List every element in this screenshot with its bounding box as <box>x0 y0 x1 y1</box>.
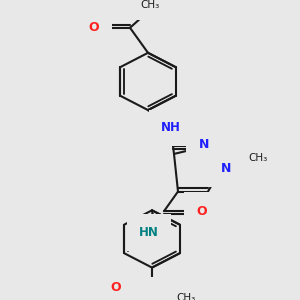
Text: O: O <box>204 140 214 152</box>
Text: CH₃: CH₃ <box>248 153 268 164</box>
Text: NH: NH <box>161 122 181 134</box>
Text: HN: HN <box>139 226 159 239</box>
Text: O: O <box>197 205 207 218</box>
Text: CH₃: CH₃ <box>176 293 196 300</box>
Text: O: O <box>111 281 121 294</box>
Text: O: O <box>89 21 99 34</box>
Text: N: N <box>221 162 231 175</box>
Text: CH₃: CH₃ <box>140 0 160 10</box>
Text: N: N <box>199 139 209 152</box>
